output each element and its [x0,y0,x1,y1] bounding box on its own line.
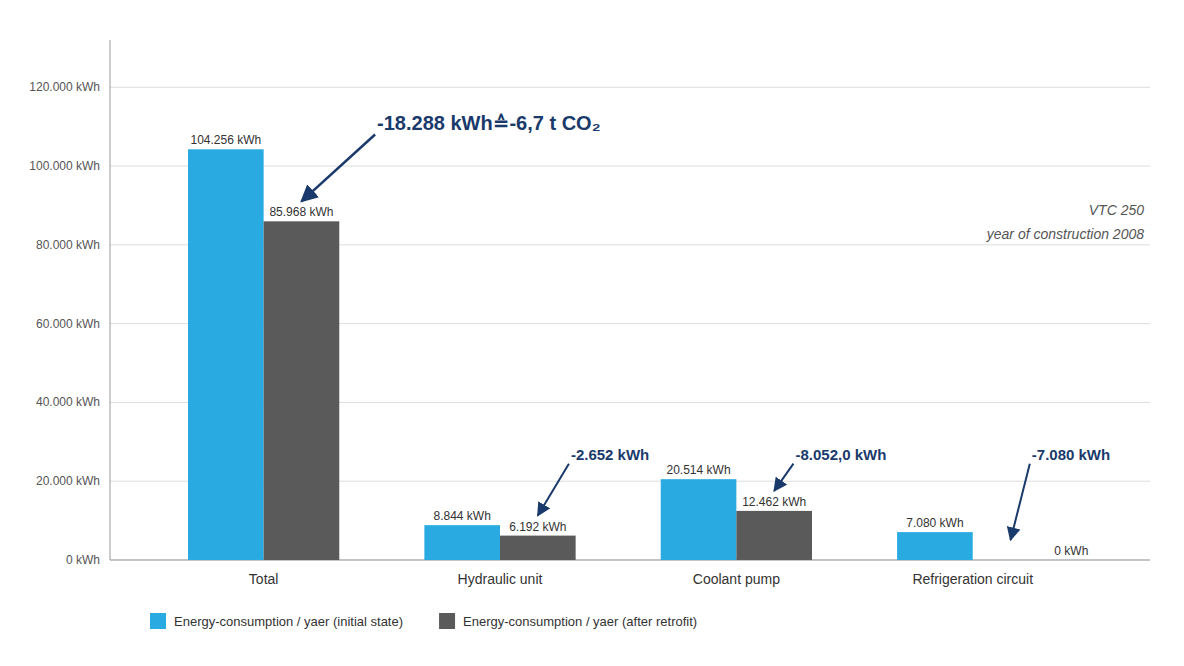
y-tick-label: 40.000 kWh [36,395,100,409]
data-label: 85.968 kWh [269,205,333,219]
data-label: 20.514 kWh [667,463,731,477]
savings-annotation: -7.080 kWh [1032,446,1110,463]
legend: Energy-consumption / yaer (initial state… [150,613,697,629]
machine-label: VTC 250 [1089,202,1144,218]
x-tick-label: Total [249,571,279,587]
x-ticks: Total Hydraulic unit Coolant pump Refrigera… [249,571,1033,587]
bar [897,532,973,560]
data-label: 8.844 kWh [433,509,490,523]
savings-annotation: -2.652 kWh [571,446,649,463]
chart: 0 kWh 20.000 kWh 40.000 kWh 60.000 kWh 80.00… [0,0,1184,666]
y-ticks: 0 kWh 20.000 kWh 40.000 kWh 60.000 kWh 80.00… [29,80,100,567]
grid-line [110,87,1150,88]
legend-swatch [439,613,455,629]
x-tick-label: Refrigeration circuit [912,571,1033,587]
bar [424,525,500,560]
y-tick-label: 60.000 kWh [36,317,100,331]
savings-arrow [1011,464,1030,540]
y-axis-line [110,40,111,560]
bars [188,149,973,560]
y-tick-label: 20.000 kWh [36,474,100,488]
savings-arrow [538,464,569,516]
bar [661,479,737,560]
grid-line [110,166,1150,167]
data-label: 7.080 kWh [906,516,963,530]
savings-arrow [774,464,793,491]
y-tick-label: 80.000 kWh [36,238,100,252]
data-label: 12.462 kWh [742,495,806,509]
savings-annotation: -8.052,0 kWh [795,446,886,463]
bar [500,536,576,560]
bar [736,511,812,560]
data-label: 0 kWh [1054,544,1088,558]
legend-swatch [150,613,166,629]
y-tick-label: 100.000 kWh [29,159,100,173]
x-tick-label: Coolant pump [693,571,780,587]
bar [188,149,264,560]
savings-arrow [301,134,375,201]
legend-label: Energy-consumption / yaer (after retrofi… [463,614,697,629]
data-label: 6.192 kWh [509,520,566,534]
x-tick-label: Hydraulic unit [458,571,543,587]
grid [110,87,1150,560]
annotations: -18.288 kWh≙-6,7 t CO₂ -2.652 kWh -8.052,0… [301,112,1144,540]
legend-label: Energy-consumption / yaer (initial state… [174,614,403,629]
machine-label: year of construction 2008 [986,226,1144,242]
data-label: 104.256 kWh [190,133,261,147]
savings-annotation: -18.288 kWh≙-6,7 t CO₂ [377,112,601,134]
bar [973,560,1049,561]
y-tick-label: 0 kWh [66,553,100,567]
bar [264,221,340,560]
data-labels: 104.256 kWh 8.844 kWh 20.514 kWh 7.080 kWh 8… [190,133,1088,558]
y-tick-label: 120.000 kWh [29,80,100,94]
